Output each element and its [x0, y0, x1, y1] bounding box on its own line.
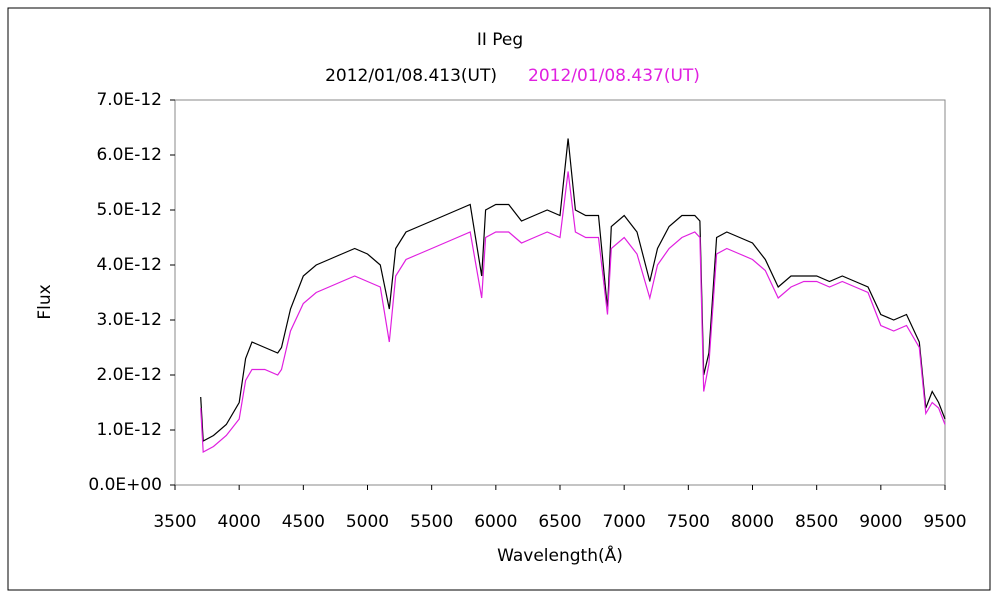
- y-tick-label: 1.0E-12: [96, 420, 162, 440]
- y-axis-title: Flux: [35, 284, 55, 319]
- y-tick-label: 7.0E-12: [96, 90, 162, 110]
- x-tick-label: 5500: [410, 512, 453, 532]
- x-tick-label: 5000: [346, 512, 389, 532]
- x-tick-label: 4000: [218, 512, 261, 532]
- x-tick-label: 4500: [282, 512, 325, 532]
- y-tick-label: 6.0E-12: [96, 145, 162, 165]
- legend-label: 2012/01/08.413(UT): [325, 66, 497, 86]
- series-line: [200, 171, 946, 453]
- x-tick-label: 8500: [795, 512, 838, 532]
- x-tick-label: 9500: [923, 512, 966, 532]
- x-tick-label: 6500: [538, 512, 581, 532]
- x-tick-label: 7000: [603, 512, 646, 532]
- x-tick-label: 7500: [667, 512, 710, 532]
- plot-area: [174, 99, 946, 486]
- x-tick-label: 6000: [474, 512, 517, 532]
- y-tick-label: 0.0E+00: [88, 475, 162, 495]
- legend-label: 2012/01/08.437(UT): [528, 66, 700, 86]
- x-tick-label: 3500: [153, 512, 196, 532]
- x-axis-title: Wavelength(Å): [497, 544, 623, 566]
- series-line: [200, 138, 946, 442]
- y-tick-label: 2.0E-12: [96, 365, 162, 385]
- x-tick-label: 8000: [731, 512, 774, 532]
- chart-title: II Peg: [477, 30, 523, 50]
- x-tick-label: 9000: [859, 512, 902, 532]
- y-tick-label: 5.0E-12: [96, 200, 162, 220]
- y-tick-label: 4.0E-12: [96, 255, 162, 275]
- y-tick-label: 3.0E-12: [96, 310, 162, 330]
